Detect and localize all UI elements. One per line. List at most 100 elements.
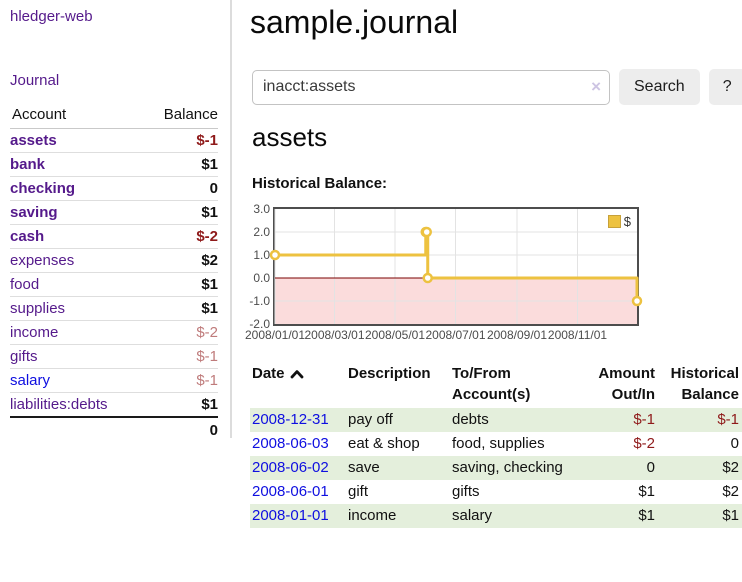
data-point-marker — [422, 272, 433, 284]
sidebar-item-journal[interactable]: Journal — [10, 72, 60, 89]
transaction-date-link[interactable]: 2008-12-31 — [252, 411, 329, 428]
account-link[interactable]: cash — [10, 228, 45, 245]
y-axis-tick-label: 0.0 — [253, 271, 270, 285]
x-axis-tick-label: 2008/07/01 — [425, 328, 486, 342]
transaction-row: 2008-12-31 pay off debts $-1 $-1 — [250, 408, 742, 432]
accounts-total-row: 0 — [10, 417, 218, 442]
transaction-accounts: gifts — [452, 483, 480, 500]
transaction-date-cell: 2008-06-03 — [250, 432, 346, 456]
accounts-header-account: Account — [10, 103, 142, 129]
historical-balance-chart: 3.0 2.0 1.0 0.0 -1.0 -2.0 $ 2008/01/01 2008/03… — [245, 200, 742, 345]
account-balance: $1 — [141, 152, 218, 177]
chart-plot-area: $ — [269, 207, 643, 326]
transaction-amount: $1 — [638, 483, 655, 500]
account-name-cell: checking — [10, 176, 142, 201]
balance-chart-svg — [269, 209, 643, 324]
transaction-description: pay off — [348, 411, 393, 428]
account-balance: $1 — [141, 296, 218, 321]
app-brand-link[interactable]: hledger-web — [10, 8, 93, 25]
search-clear-icon[interactable]: × — [591, 76, 601, 96]
account-row: saving $1 — [10, 200, 218, 225]
transaction-row: 2008-01-01 income salary $1 $1 — [250, 504, 742, 528]
account-row: supplies $1 — [10, 296, 218, 321]
main-content: sample.journal × Search ? assets Histori… — [245, 0, 742, 582]
transaction-accounts: debts — [452, 411, 489, 428]
account-link[interactable]: income — [10, 324, 59, 341]
transaction-row: 2008-06-02 save saving, checking 0 $2 — [250, 456, 742, 480]
account-heading: assets — [252, 122, 328, 152]
account-name-cell: cash — [10, 224, 142, 249]
search-input-wrap: × — [252, 69, 610, 105]
x-axis-tick-label: 2008/01/01 — [244, 328, 306, 342]
account-link[interactable]: supplies — [10, 300, 66, 317]
accounts-header-row: Account Balance — [10, 103, 218, 129]
search-button[interactable]: Search — [619, 69, 700, 105]
transaction-description: gift — [348, 483, 369, 500]
account-name-cell: assets — [10, 128, 142, 153]
sidebar: hledger-web Journal Account Balance asse… — [0, 0, 232, 439]
account-row: liabilities:debts $1 — [10, 392, 218, 418]
register-header-balance: Historical Balance — [670, 365, 739, 403]
transaction-balance: $2 — [722, 483, 739, 500]
account-name-cell: gifts — [10, 344, 142, 369]
account-row: food $1 — [10, 272, 218, 297]
transaction-accounts: salary — [452, 507, 493, 524]
register-header-accounts: To/From Account(s) — [452, 365, 531, 403]
account-balance: $1 — [141, 272, 218, 297]
account-link[interactable]: gifts — [10, 348, 38, 365]
transaction-balance: $-1 — [717, 411, 739, 428]
x-axis-tick-label: 2008/03/01 — [304, 328, 365, 342]
account-name-cell: bank — [10, 152, 142, 177]
chevron-up-icon — [290, 369, 304, 379]
account-link[interactable]: salary — [10, 372, 51, 389]
page-title: sample.journal — [250, 4, 459, 40]
account-balance: $1 — [141, 200, 218, 225]
x-axis-tick-label: 2008/09/01 — [486, 328, 548, 342]
transaction-amount: $-1 — [633, 411, 655, 428]
transaction-description: eat & shop — [348, 435, 420, 452]
account-name-cell: supplies — [10, 296, 142, 321]
account-row: income $-2 — [10, 320, 218, 345]
account-link[interactable]: liabilities:debts — [10, 396, 108, 413]
search-input[interactable] — [252, 69, 610, 105]
register-table: Date Description To/From Account(s) Amou… — [250, 361, 742, 528]
account-link[interactable]: food — [10, 276, 40, 293]
x-axis-tick-label: 2008/05/01 — [364, 328, 426, 342]
transaction-accounts: food, supplies — [452, 435, 545, 452]
account-balance: $-1 — [141, 344, 218, 369]
account-row: checking 0 — [10, 176, 218, 201]
register-header-amount: Amount Out/In — [598, 365, 655, 403]
account-name-cell: food — [10, 272, 142, 297]
transaction-description: save — [348, 459, 380, 476]
register-body: 2008-12-31 pay off debts $-1 $-1 2008-06-03 ea… — [250, 408, 742, 528]
help-button[interactable]: ? — [708, 69, 742, 105]
transaction-date-link[interactable]: 2008-06-02 — [252, 459, 329, 476]
account-balance: 0 — [141, 176, 218, 201]
register-header-date[interactable]: Date — [250, 361, 346, 408]
accounts-body: assets $-1 bank $1 checking 0 saving $1 cash $-2 e… — [10, 128, 218, 443]
account-link[interactable]: bank — [10, 156, 46, 173]
register-header-row: Date Description To/From Account(s) Amou… — [250, 361, 742, 408]
transaction-amount: $1 — [638, 507, 655, 524]
transaction-date-link[interactable]: 2008-06-01 — [252, 483, 329, 500]
y-axis-tick-label: 3.0 — [253, 202, 270, 216]
account-balance: $-2 — [141, 320, 218, 345]
account-name-cell: liabilities:debts — [10, 392, 142, 418]
y-axis-tick-label: 2.0 — [253, 225, 270, 239]
series-swatch-icon — [607, 215, 621, 228]
account-link[interactable]: assets — [10, 132, 57, 149]
transaction-amount: 0 — [646, 459, 655, 476]
account-link[interactable]: checking — [10, 180, 76, 197]
legend-label: $ — [623, 214, 631, 229]
transaction-date-link[interactable]: 2008-06-03 — [252, 435, 329, 452]
transaction-date-cell: 2008-01-01 — [250, 504, 346, 528]
account-link[interactable]: expenses — [10, 252, 75, 269]
transaction-balance: 0 — [730, 435, 739, 452]
transaction-row: 2008-06-01 gift gifts $1 $2 — [250, 480, 742, 504]
transaction-date-link[interactable]: 2008-01-01 — [252, 507, 329, 524]
account-link[interactable]: saving — [10, 204, 58, 221]
transaction-description: income — [348, 507, 397, 524]
accounts-header-balance: Balance — [141, 103, 218, 129]
accounts-table: Account Balance assets $-1 bank $1 checking 0… — [10, 103, 218, 442]
